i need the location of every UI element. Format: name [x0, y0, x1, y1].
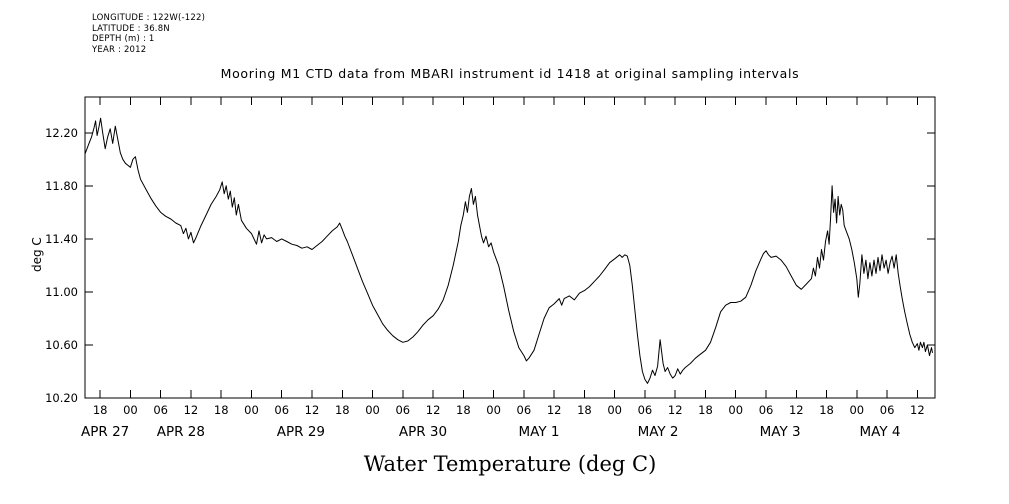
x-date-label: APR 28 — [157, 424, 205, 440]
meta-year: YEAR : 2012 — [92, 44, 147, 55]
x-tick-label: 12 — [668, 403, 683, 417]
x-axis-title: Water Temperature (deg C) — [363, 452, 657, 476]
meta-latitude: LATITUDE : 36.8N — [92, 23, 170, 34]
x-tick-label: 00 — [244, 403, 259, 417]
x-tick-label: 00 — [849, 403, 864, 417]
x-tick-label: 18 — [577, 403, 592, 417]
x-date-label: MAY 2 — [638, 424, 679, 440]
chart-title: Mooring M1 CTD data from MBARI instrumen… — [220, 66, 800, 81]
x-tick-label: 00 — [728, 403, 743, 417]
x-tick-label: 18 — [456, 403, 471, 417]
x-tick-label: 12 — [184, 403, 199, 417]
metadata-block: LONGITUDE : 122W(-122) LATITUDE : 36.8N … — [92, 13, 205, 55]
x-date-label: MAY 3 — [760, 424, 801, 440]
y-tick-label: 12.20 — [45, 126, 78, 140]
x-date-label: APR 27 — [81, 424, 129, 440]
x-date-label: MAY 4 — [860, 424, 901, 440]
y-tick-label: 10.20 — [45, 391, 78, 405]
meta-depth: DEPTH (m) : 1 — [92, 34, 155, 44]
x-tick-label: 12 — [789, 403, 804, 417]
x-tick-label: 18 — [93, 403, 108, 417]
y-tick-label: 11.40 — [45, 232, 78, 246]
x-tick-label: 00 — [365, 403, 380, 417]
x-tick-label: 00 — [607, 403, 622, 417]
x-tick-label: 00 — [123, 403, 138, 417]
x-tick-label: 00 — [486, 403, 501, 417]
x-tick-label: 18 — [698, 403, 713, 417]
x-date-label: APR 30 — [399, 424, 447, 440]
x-tick-label: 18 — [819, 403, 834, 417]
x-tick-label: 06 — [759, 403, 774, 417]
plot-frame — [84, 96, 936, 399]
x-date-label: MAY 1 — [519, 424, 560, 440]
temperature-series-line — [84, 117, 933, 384]
x-tick-label: 06 — [274, 403, 289, 417]
y-tick-label: 10.60 — [45, 338, 78, 352]
meta-longitude: LONGITUDE : 122W(-122) — [92, 13, 206, 23]
x-tick-label: 12 — [426, 403, 441, 417]
x-tick-label: 12 — [305, 403, 320, 417]
x-tick-label: 06 — [395, 403, 410, 417]
x-date-label: APR 29 — [277, 424, 325, 440]
x-tick-label: 06 — [517, 403, 532, 417]
x-tick-label: 18 — [214, 403, 229, 417]
y-tick-label: 11.80 — [45, 179, 78, 193]
x-tick-label: 12 — [910, 403, 925, 417]
x-tick-label: 06 — [638, 403, 653, 417]
x-tick-label: 12 — [547, 403, 562, 417]
y-tick-label: 11.00 — [45, 285, 78, 299]
x-tick-label: 18 — [335, 403, 350, 417]
x-tick-label: 06 — [880, 403, 895, 417]
x-tick-label: 06 — [153, 403, 168, 417]
